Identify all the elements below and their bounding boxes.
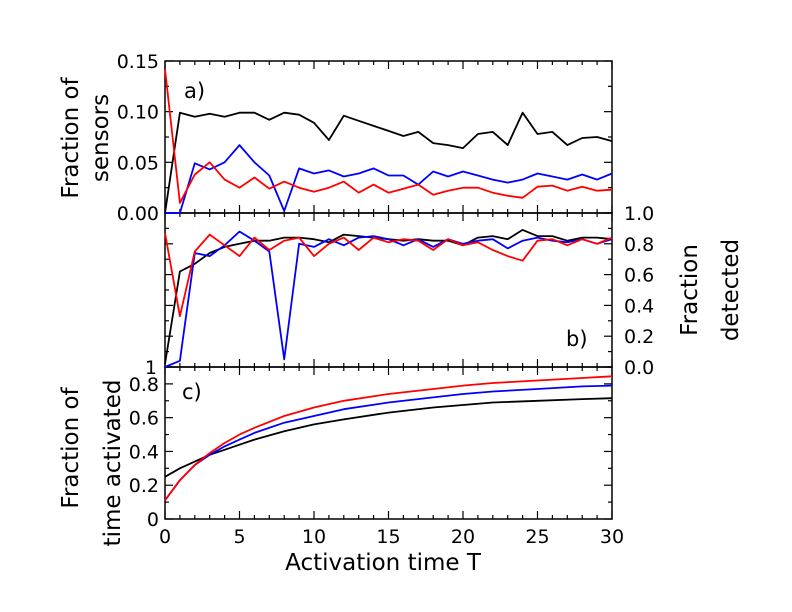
- panel-b-y-tick-label-right: 1.0: [624, 203, 654, 225]
- panel-c-y-tick-label: 0.8: [129, 374, 159, 396]
- panel-b-y-tick-label-right: 0.2: [624, 326, 654, 348]
- panel-a-y-tick-label: 0.15: [117, 51, 159, 73]
- panel-c-series-black: [164, 397, 613, 478]
- panel-b-ylabel-right-line2: detected: [718, 239, 744, 341]
- panel-b-ylabel-right-line1: Fraction: [677, 244, 703, 336]
- panel-a-frame: [164, 60, 613, 214]
- panel-b-y-tick-label-right: 0.8: [624, 234, 654, 256]
- panel-a-series-black: [164, 111, 613, 214]
- x-tick-label: 10: [302, 526, 326, 548]
- ticks-layer: 0 5 10 15 20 25 300.000.050.100.150.00.20.40.6…: [117, 51, 655, 548]
- panel-c-series-red: [164, 375, 613, 501]
- panel-a-series-red: [164, 69, 613, 204]
- panel-b-y-tick-label-right: 0.0: [624, 357, 654, 379]
- panel-c-series-blue: [164, 384, 613, 501]
- panel-b-series-red: [164, 232, 613, 318]
- panel-c-label: c): [182, 380, 202, 404]
- panel-a-series-blue: [165, 144, 613, 214]
- panel-a-label: a): [184, 79, 205, 103]
- panel-c-y-tick-label: 0.6: [129, 408, 159, 430]
- x-tick-label: 25: [525, 526, 549, 548]
- panel-a-y-tick-label: 0.10: [117, 102, 159, 124]
- panel-a-y-tick-label: 0.05: [117, 152, 159, 174]
- panel-c-y-tick-label: 0.2: [129, 475, 159, 497]
- panel-a-ylabel-line1: Fraction of: [58, 76, 84, 198]
- x-axis-label: Activation time T: [285, 550, 482, 576]
- x-tick-label: 5: [233, 526, 245, 548]
- x-tick-label: 15: [376, 526, 400, 548]
- panel-b-left-tick-label: 1: [145, 357, 157, 379]
- x-tick-label: 20: [451, 526, 475, 548]
- x-tick-label: 30: [600, 526, 624, 548]
- panel-c-y-tick-label: 0: [147, 509, 159, 531]
- panel-c-y-tick-label: 0.4: [129, 441, 159, 463]
- panel-b-y-tick-label-right: 0.6: [624, 265, 654, 287]
- x-tick-label: 0: [159, 526, 171, 548]
- panel-b-label: b): [566, 327, 588, 351]
- panel-b-y-tick-label-right: 0.4: [624, 295, 654, 317]
- panel-c-ylabel-line1: Fraction of: [58, 386, 84, 508]
- panel-a-ylabel-line2: sensors: [88, 94, 114, 182]
- panel-c-ylabel-line2: time activated: [100, 380, 126, 547]
- panel-a-y-tick-label: 0.00: [117, 203, 159, 225]
- panel-b-series-blue: [164, 230, 613, 368]
- series-layer: [164, 69, 613, 501]
